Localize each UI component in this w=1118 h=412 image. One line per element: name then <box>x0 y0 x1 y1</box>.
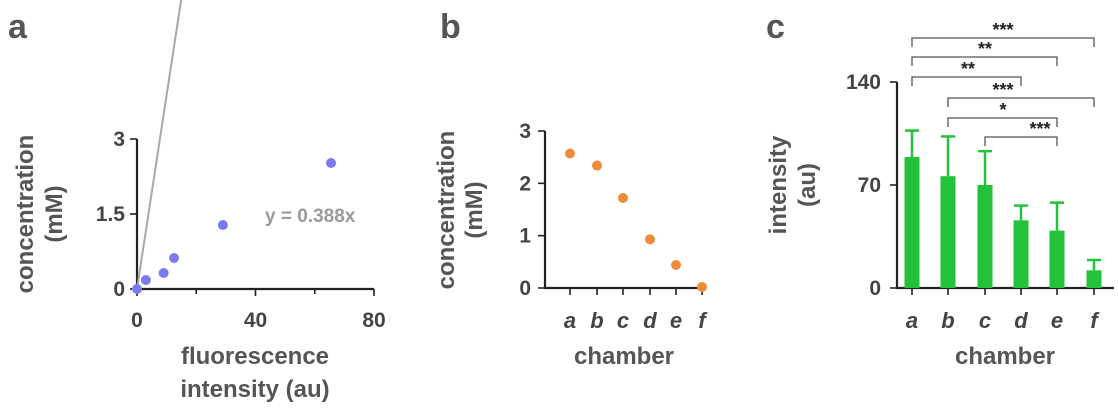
panel-a-y-tick-label: 0 <box>113 278 125 301</box>
panel-b-x-label: chamber <box>574 343 674 370</box>
panel-b-y-label-line1: concentration <box>433 131 460 290</box>
panel-b-category-label: f <box>698 308 708 333</box>
panel-letter-a: a <box>8 8 28 46</box>
panel-c-significance-bracket <box>984 136 1058 146</box>
panel-b-y-tick-label: 3 <box>519 120 531 143</box>
panel-c-significance-label: *** <box>1029 119 1050 139</box>
panel-c-bar <box>977 185 993 288</box>
panel-b-y-tick-label: 1 <box>519 225 531 248</box>
panel-b-data-point <box>671 259 681 270</box>
panel-a-data-point <box>158 268 169 278</box>
panel-letter-b: b <box>440 8 461 46</box>
panel-b-data-point <box>645 234 655 245</box>
panel-c-significance-bracket <box>947 117 1058 127</box>
panel-a-x-tick-label: 40 <box>244 309 267 332</box>
panel-c-bar <box>1086 270 1102 288</box>
panel-a-x-tick-label: 80 <box>362 309 385 332</box>
panel-c-category-label: e <box>1051 308 1063 333</box>
panel-a-x-tick-label: 0 <box>131 309 143 332</box>
panel-a-fit-equation: y = 0.388x <box>265 206 356 227</box>
panel-c-significance-bracket <box>911 37 1095 47</box>
panel-a-y-tick-label: 3 <box>113 128 125 151</box>
panel-c-category-label: a <box>906 308 918 333</box>
panel-c-category-label: d <box>1014 308 1028 333</box>
panel-c-y-label-line2: (au) <box>794 163 821 207</box>
panel-c-significance-label: ** <box>978 39 992 59</box>
panel-b-category-label: a <box>564 308 576 333</box>
panel-a-data-point <box>132 284 142 294</box>
panel-b-category-label: b <box>590 308 603 333</box>
panel-c-category-label: c <box>979 308 991 333</box>
panel-a-data-point <box>169 253 180 263</box>
panel-b-y-label-line2: (mM) <box>461 181 488 238</box>
panel-b-category-label: d <box>643 308 657 333</box>
panel-a-y-label-line2: (mM) <box>41 185 68 242</box>
panel-b-plot: 0 1 2 3 a b c d e f <box>519 120 708 333</box>
panel-a-plot: 0 40 80 0 1.5 3 y = 0.388x <box>96 0 386 332</box>
panel-c-x-label: chamber <box>955 343 1055 370</box>
panel-c-significance-label: *** <box>992 20 1013 40</box>
panel-letter-c: c <box>766 8 785 46</box>
panel-b-category-label: c <box>617 308 629 333</box>
panel-c-significance-label: *** <box>992 80 1013 100</box>
panel-a-x-label-line2: intensity (au) <box>180 376 329 403</box>
panel-b-y-tick-label: 2 <box>519 172 531 195</box>
panel-c-bar <box>1013 220 1029 288</box>
panel-b-y-tick-label: 0 <box>519 277 531 300</box>
panel-b-category-label: e <box>670 308 682 333</box>
panel-c-y-tick-label: 140 <box>846 71 881 94</box>
panel-c-significance-label: * <box>999 100 1006 120</box>
panel-c-bar <box>940 176 956 288</box>
panel-c-bar <box>1049 230 1065 288</box>
panel-a-y-tick-label: 1.5 <box>96 203 126 226</box>
panel-b-data-point <box>618 192 628 203</box>
panel-a-x-label-line1: fluorescence <box>181 343 329 370</box>
panel-c-significance-bracket <box>911 76 1022 86</box>
panel-a-data-point <box>217 220 228 230</box>
panel-c-category-label: f <box>1090 308 1100 333</box>
panel-c-category-label: b <box>941 308 954 333</box>
panel-b-data-point <box>697 281 707 292</box>
panel-c-bar <box>904 157 920 288</box>
panel-a-fit-line <box>136 0 183 290</box>
panel-c-y-tick-label: 70 <box>858 174 881 197</box>
panel-a-data-point <box>326 158 337 168</box>
panel-a-data-point <box>140 275 151 285</box>
panel-c-significance-bracket <box>911 56 1058 66</box>
panel-b-data-point <box>565 148 575 159</box>
panel-c-significance-bracket <box>947 97 1095 107</box>
panel-a: a 0 40 80 0 1.5 3 y = 0.388x concentration (mM… <box>8 0 386 403</box>
panel-c-y-label-line1: intensity <box>765 135 792 234</box>
panel-c-y-tick-label: 0 <box>869 277 881 300</box>
panel-b-data-point <box>592 160 602 171</box>
panel-a-y-label-line1: concentration <box>12 135 39 294</box>
panel-c-significance-label: ** <box>961 59 975 79</box>
